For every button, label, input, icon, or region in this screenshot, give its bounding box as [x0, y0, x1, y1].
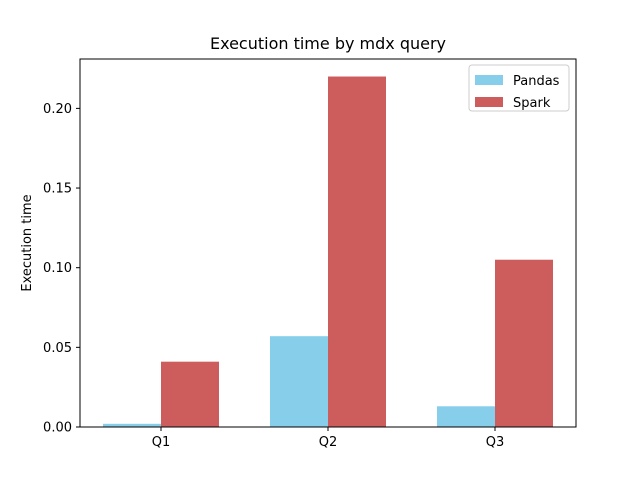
legend-swatch-pandas: [475, 75, 503, 85]
bar-pandas-q2: [270, 336, 328, 427]
legend-label-spark: Spark: [513, 96, 551, 111]
bar-spark-q3: [495, 259, 553, 427]
bar-pandas-q1: [103, 423, 161, 427]
y-axis-label: Execution time: [20, 194, 35, 291]
plot-frame: [79, 58, 577, 428]
y-tick-label: 0.00: [43, 421, 72, 436]
y-tick-label: 0.10: [43, 261, 72, 276]
y-tick-label: 0.15: [43, 182, 72, 197]
bar-pandas-q3: [437, 406, 495, 427]
bar-spark-q1: [161, 361, 219, 427]
chart-title: Execution time by mdx query: [210, 34, 446, 53]
plot-area: Q1 Q2 Q3 0.00 0.05 0.10 0.15 0.20: [43, 76, 553, 450]
bar-spark-q2: [328, 76, 386, 428]
x-tick-label-q2: Q2: [319, 435, 338, 450]
x-tick-label-q1: Q1: [152, 435, 171, 450]
legend-label-pandas: Pandas: [513, 74, 560, 89]
legend-swatch-spark: [475, 97, 503, 107]
y-tick-label: 0.20: [43, 102, 72, 117]
y-tick-label: 0.05: [43, 341, 72, 356]
x-tick-label-q3: Q3: [486, 435, 505, 450]
legend: Pandas Spark: [468, 64, 570, 112]
